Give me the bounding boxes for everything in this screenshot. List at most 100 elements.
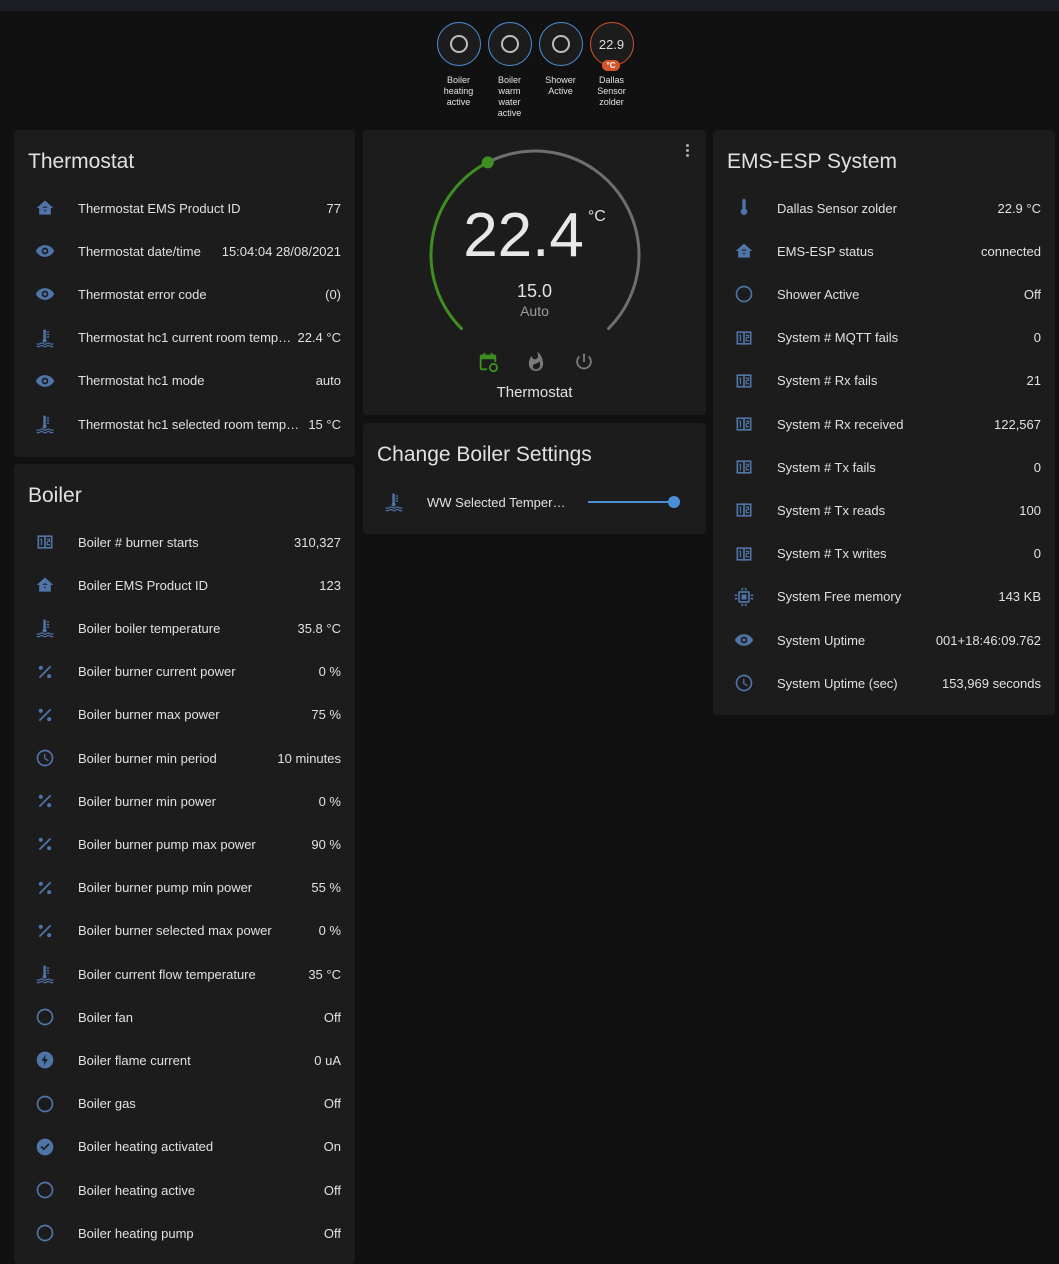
- water-thermometer-icon: [383, 491, 405, 513]
- badge-shower-active[interactable]: Shower Active: [538, 22, 583, 119]
- entity-row[interactable]: Boiler burner pump min power 55 %: [14, 873, 355, 903]
- entity-row[interactable]: Boiler burner current power 0 %: [14, 657, 355, 687]
- thermometer-icon: [733, 197, 755, 219]
- entity-name: Boiler burner selected max power: [78, 923, 272, 939]
- entity-value: 143 KB: [998, 589, 1041, 605]
- counter-icon: [733, 327, 755, 349]
- entity-name: Boiler flame current: [78, 1052, 191, 1068]
- entity-row[interactable]: Thermostat hc1 mode auto: [14, 366, 355, 396]
- entity-row[interactable]: Thermostat error code (0): [14, 279, 355, 309]
- entity-row[interactable]: System Uptime (sec) 153,969 seconds: [713, 668, 1055, 698]
- temperature-dial[interactable]: [363, 130, 706, 350]
- off-icon[interactable]: [573, 351, 595, 373]
- entity-value: 0: [1033, 546, 1041, 562]
- badge-boiler-heating-active[interactable]: Boiler heating active: [436, 22, 481, 119]
- entity-row[interactable]: System Uptime 001+18:46:09.762: [713, 625, 1055, 655]
- entity-row[interactable]: Thermostat date/time 15:04:04 28/08/2021: [14, 236, 355, 266]
- entity-row[interactable]: Boiler gas Off: [14, 1089, 355, 1119]
- entity-row[interactable]: Boiler burner min period 10 minutes: [14, 743, 355, 773]
- entity-row[interactable]: Boiler burner selected max power 0 %: [14, 916, 355, 946]
- entity-row[interactable]: System # Rx fails 21: [713, 366, 1055, 396]
- badge-dallas-sensor[interactable]: 22.9 °C Dallas Sensor zolder: [589, 22, 634, 119]
- entity-name: Boiler gas: [78, 1096, 136, 1112]
- entity-row[interactable]: Thermostat hc1 current room temper... 22.…: [14, 323, 355, 353]
- badge-boiler-warm-water-active[interactable]: Boiler warm water active: [487, 22, 532, 119]
- entity-name: System # MQTT fails: [777, 330, 899, 346]
- entity-row[interactable]: Boiler current flow temperature 35 °C: [14, 959, 355, 989]
- entity-name: Thermostat hc1 current room temper...: [78, 330, 292, 346]
- entity-name: Boiler burner pump min power: [78, 880, 253, 896]
- thermostat-card: Thermostat Thermostat EMS Product ID 77 Th…: [14, 130, 355, 457]
- circle-outline-icon: [500, 35, 519, 53]
- entity-row[interactable]: Boiler fan Off: [14, 1002, 355, 1032]
- entity-row[interactable]: Boiler # burner starts 310,327: [14, 527, 355, 557]
- badge-label: Boiler heating active: [443, 75, 474, 107]
- entity-value: 123: [319, 577, 341, 593]
- boiler-card: Boiler Boiler # burner starts 310,327 Boil…: [14, 464, 355, 1264]
- entity-name: System Free memory: [777, 589, 902, 605]
- card-title: Thermostat: [28, 150, 135, 173]
- entity-name: Boiler boiler temperature: [78, 620, 221, 636]
- entity-row[interactable]: System Free memory 143 KB: [713, 582, 1055, 612]
- chip-icon: [733, 586, 755, 608]
- hvac-mode: Auto: [520, 303, 549, 319]
- counter-icon: [733, 456, 755, 478]
- entity-value: 0: [1033, 330, 1041, 346]
- entity-value: 122,567: [994, 416, 1041, 432]
- dial-handle[interactable]: [481, 156, 494, 169]
- home-icon: [733, 240, 755, 262]
- circle-outline-icon: [34, 1179, 56, 1201]
- entity-row[interactable]: Shower Active Off: [713, 279, 1055, 309]
- entity-row[interactable]: EMS-ESP status connected: [713, 236, 1055, 266]
- heat-icon[interactable]: [525, 351, 547, 373]
- entity-row[interactable]: Boiler flame current 0 uA: [14, 1045, 355, 1075]
- entity-row[interactable]: Boiler heating pump Off: [14, 1218, 355, 1248]
- entity-value: 90 %: [311, 836, 341, 852]
- entity-value: 0 %: [318, 664, 341, 680]
- more-options-icon[interactable]: [686, 144, 690, 159]
- entity-row[interactable]: Dallas Sensor zolder 22.9 °C: [713, 193, 1055, 223]
- entity-row[interactable]: Boiler burner max power 75 %: [14, 700, 355, 730]
- entity-row[interactable]: System # Tx fails 0: [713, 452, 1055, 482]
- entity-row[interactable]: Boiler burner pump max power 90 %: [14, 829, 355, 859]
- entity-value: 77: [326, 200, 341, 216]
- entity-value: Off: [1023, 286, 1041, 302]
- entity-row[interactable]: Thermostat hc1 selected room temper... 15…: [14, 409, 355, 439]
- entity-value: 22.9 °C: [997, 200, 1041, 216]
- entity-name: Boiler burner current power: [78, 664, 236, 680]
- card-title: Change Boiler Settings: [377, 443, 592, 466]
- entity-value: 35.8 °C: [297, 620, 341, 636]
- entity-value: 22.4 °C: [297, 330, 341, 346]
- slider-handle[interactable]: [668, 496, 680, 508]
- entity-name: Boiler burner min power: [78, 793, 217, 809]
- entity-row[interactable]: Boiler heating activated On: [14, 1132, 355, 1162]
- entity-value: 0: [1033, 459, 1041, 475]
- eye-icon: [733, 629, 755, 651]
- auto-icon[interactable]: [477, 351, 499, 373]
- entity-name: Boiler burner max power: [78, 707, 220, 723]
- circle-outline-icon: [34, 1006, 56, 1028]
- ww-temperature-slider[interactable]: [588, 495, 680, 509]
- entity-row[interactable]: System # Rx received 122,567: [713, 409, 1055, 439]
- entity-row[interactable]: Boiler EMS Product ID 123: [14, 570, 355, 600]
- entity-name: Thermostat hc1 selected room temper...: [78, 416, 303, 432]
- entity-name: System Uptime: [777, 632, 866, 648]
- entity-row[interactable]: System # Tx writes 0: [713, 539, 1055, 569]
- entity-row[interactable]: System # Tx reads 100: [713, 495, 1055, 525]
- entity-row[interactable]: Boiler burner min power 0 %: [14, 786, 355, 816]
- entity-name: Boiler heating active: [78, 1182, 196, 1198]
- counter-icon: [733, 499, 755, 521]
- entity-row[interactable]: System # MQTT fails 0: [713, 323, 1055, 353]
- entity-row[interactable]: Boiler heating active Off: [14, 1175, 355, 1205]
- entity-row[interactable]: Boiler boiler temperature 35.8 °C: [14, 613, 355, 643]
- circle-outline-icon: [34, 1093, 56, 1115]
- clock-icon: [34, 747, 56, 769]
- entity-name: EMS-ESP status: [777, 243, 874, 259]
- entity-value: 0 %: [318, 793, 341, 809]
- entity-name: Boiler heating pump: [78, 1225, 194, 1241]
- entity-value: 0 uA: [314, 1052, 341, 1068]
- entity-row[interactable]: Thermostat EMS Product ID 77: [14, 193, 355, 223]
- water-thermometer-icon: [34, 963, 56, 985]
- badge-value: 22.9: [598, 36, 625, 52]
- temperature-unit: °C: [587, 208, 606, 225]
